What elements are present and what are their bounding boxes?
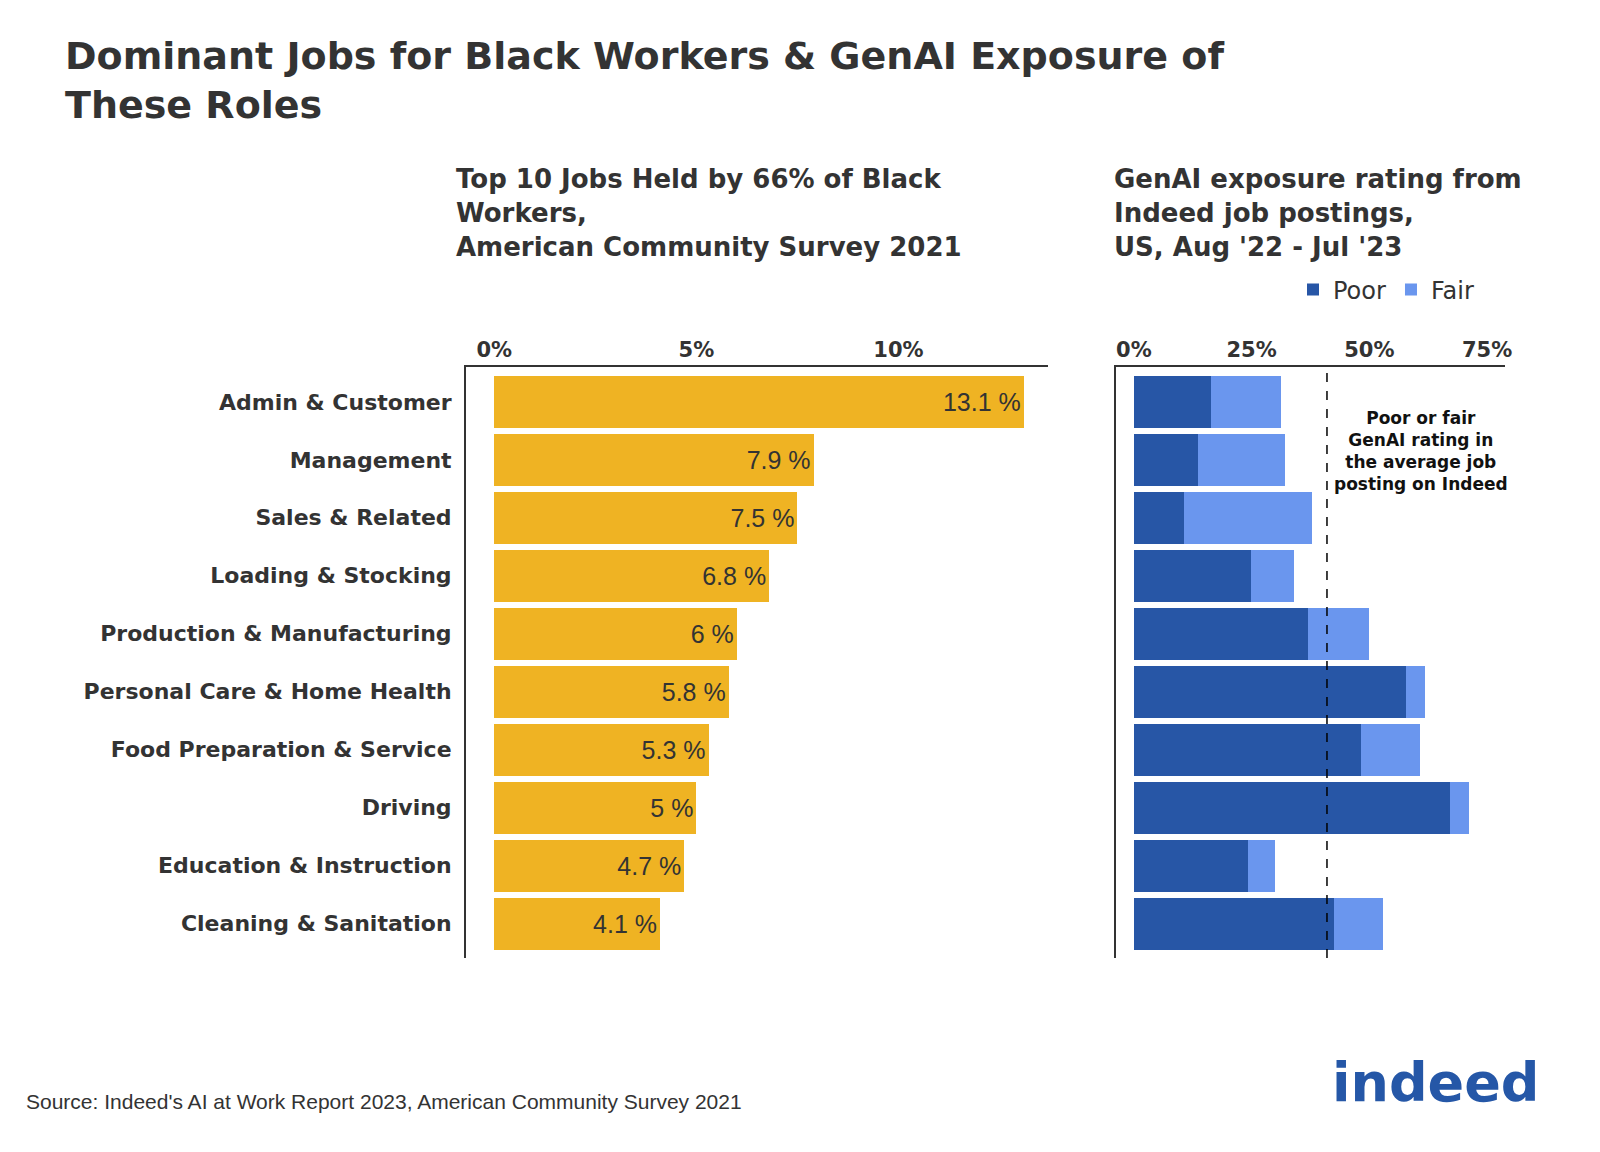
svg-text:0%: 0%	[476, 338, 512, 362]
svg-text:5 %: 5 %	[650, 794, 693, 822]
svg-text:6 %: 6 %	[691, 620, 734, 648]
svg-text:Dominant Jobs for Black Worker: Dominant Jobs for Black Workers & GenAI …	[65, 34, 1224, 127]
svg-text:Driving: Driving	[362, 795, 452, 820]
svg-text:5.8 %: 5.8 %	[662, 678, 726, 706]
svg-text:0%: 0%	[1116, 338, 1152, 362]
svg-text:Fair: Fair	[1431, 277, 1474, 305]
svg-text:GenAI exposure rating fromInde: GenAI exposure rating fromIndeed job pos…	[1114, 164, 1522, 262]
svg-text:50%: 50%	[1344, 338, 1394, 362]
svg-text:13.1 %: 13.1 %	[943, 388, 1021, 416]
svg-text:10%: 10%	[873, 338, 923, 362]
svg-text:4.1 %: 4.1 %	[593, 910, 657, 938]
svg-text:Food Preparation & Service: Food Preparation & Service	[111, 737, 452, 762]
svg-text:6.8 %: 6.8 %	[702, 562, 766, 590]
svg-text:Personal Care & Home Health: Personal Care & Home Health	[84, 679, 452, 704]
svg-text:Admin & Customer: Admin & Customer	[219, 390, 452, 415]
svg-text:Management: Management	[290, 448, 452, 473]
svg-text:5.3 %: 5.3 %	[642, 736, 706, 764]
svg-text:25%: 25%	[1226, 338, 1276, 362]
svg-text:7.9 %: 7.9 %	[747, 446, 811, 474]
svg-text:Poor or fairGenAI rating inthe: Poor or fairGenAI rating inthe average j…	[1334, 408, 1508, 494]
svg-text:Top 10 Jobs Held by 66% of Bla: Top 10 Jobs Held by 66% of BlackWorkers,…	[456, 164, 962, 262]
svg-text:Sales & Related: Sales & Related	[255, 505, 451, 530]
svg-text:Education & Instruction: Education & Instruction	[158, 853, 452, 878]
svg-text:Cleaning & Sanitation: Cleaning & Sanitation	[181, 911, 452, 936]
svg-text:4.7 %: 4.7 %	[617, 852, 681, 880]
svg-text:Poor: Poor	[1333, 277, 1386, 305]
svg-text:Source: Indeed's AI at Work Re: Source: Indeed's AI at Work Report 2023,…	[26, 1090, 742, 1113]
svg-text:7.5 %: 7.5 %	[730, 504, 794, 532]
svg-text:75%: 75%	[1462, 338, 1512, 362]
svg-text:5%: 5%	[679, 338, 715, 362]
svg-text:Loading & Stocking: Loading & Stocking	[210, 563, 451, 588]
svg-text:Production & Manufacturing: Production & Manufacturing	[100, 621, 451, 646]
svg-text:indeed: indeed	[1332, 1051, 1540, 1114]
